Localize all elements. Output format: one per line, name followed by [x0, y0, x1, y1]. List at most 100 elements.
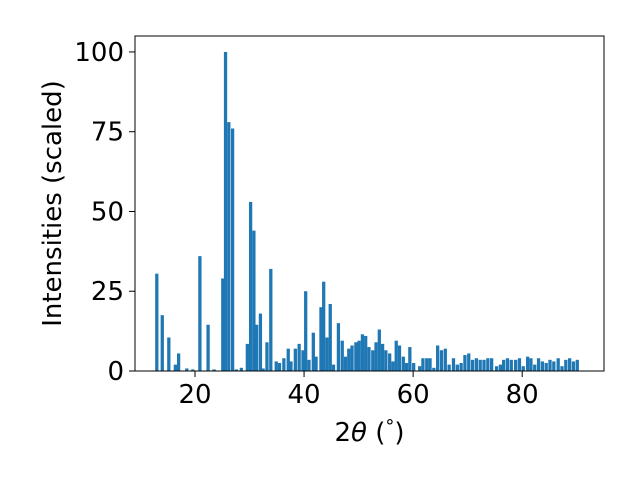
bar [418, 366, 422, 371]
bar [336, 323, 341, 371]
bars-group [155, 51, 579, 371]
bar [289, 361, 293, 371]
bar [314, 356, 318, 371]
y-axis-ticks: 0 25 50 75 100 [74, 38, 135, 387]
bar [548, 359, 552, 371]
bar [258, 313, 263, 371]
bar [397, 345, 402, 371]
bar [322, 281, 326, 371]
bar [277, 363, 282, 371]
bar [371, 350, 375, 371]
bar [221, 278, 225, 371]
bar [474, 358, 479, 371]
bar [478, 359, 482, 371]
bar [198, 256, 202, 371]
bar [517, 358, 522, 371]
bar [533, 364, 537, 371]
bar [470, 359, 475, 371]
bar [155, 273, 159, 371]
bar [248, 201, 253, 371]
plot-frame [134, 35, 605, 372]
x-axis-label: 2θ (°) [334, 416, 404, 448]
bar [252, 230, 256, 371]
bar [307, 359, 311, 371]
bar [230, 128, 235, 371]
bar [425, 358, 429, 371]
bar [463, 355, 467, 371]
bar [432, 367, 436, 371]
bar [529, 358, 533, 371]
bar [486, 358, 490, 371]
bar [443, 348, 447, 371]
bar [428, 358, 432, 371]
bar [173, 364, 177, 371]
bar [293, 348, 297, 371]
bar [514, 359, 518, 371]
bar [544, 363, 548, 371]
bar [325, 337, 329, 371]
bar [350, 345, 354, 371]
bar [364, 335, 368, 371]
bar [560, 366, 564, 371]
y-axis-label: Intensities (scaled) [38, 80, 68, 327]
bar [297, 343, 301, 371]
bar [340, 340, 344, 371]
bar [494, 366, 499, 371]
bar [412, 363, 416, 371]
bar [261, 368, 265, 371]
bar [467, 353, 471, 371]
bar [347, 348, 351, 371]
bar [227, 122, 231, 371]
bar [176, 353, 181, 371]
bar [552, 361, 556, 371]
bar [265, 342, 269, 371]
bar [571, 361, 576, 371]
bar [319, 307, 323, 371]
bar [526, 356, 530, 371]
bar [185, 368, 189, 371]
y-tick-label: 25 [91, 277, 124, 307]
y-tick-label: 75 [91, 118, 124, 148]
x-axis-ticks: 20 40 60 80 [178, 371, 539, 410]
bar [436, 345, 440, 371]
bar [505, 358, 510, 371]
bar [521, 366, 525, 371]
bar [408, 347, 412, 371]
bar [286, 348, 290, 371]
bar [245, 343, 249, 371]
y-tick-label: 50 [91, 197, 124, 227]
bar [304, 291, 308, 371]
bar [482, 359, 486, 371]
bar [384, 350, 388, 371]
bar [536, 358, 541, 371]
bar [394, 340, 398, 371]
bar [388, 353, 392, 371]
bar [421, 358, 425, 371]
bar [274, 361, 278, 371]
bar [455, 364, 459, 371]
bar [568, 358, 572, 371]
bar [357, 340, 361, 371]
bar [459, 363, 463, 371]
bar [391, 361, 395, 371]
bar [212, 369, 216, 371]
bar [509, 359, 513, 371]
bar [223, 51, 228, 371]
bar [360, 334, 365, 371]
x-tick-label: 20 [178, 380, 211, 410]
bar [404, 363, 409, 371]
bar [311, 332, 315, 371]
x-tick-label: 80 [506, 380, 539, 410]
bar [167, 337, 171, 371]
bar [301, 350, 305, 371]
bar [498, 364, 503, 371]
bar [282, 358, 286, 371]
bar [575, 359, 579, 371]
bar [331, 364, 336, 371]
bar [269, 268, 273, 371]
bar [380, 343, 385, 371]
x-tick-label: 40 [288, 380, 321, 410]
bar [206, 324, 210, 371]
bar [439, 350, 444, 371]
